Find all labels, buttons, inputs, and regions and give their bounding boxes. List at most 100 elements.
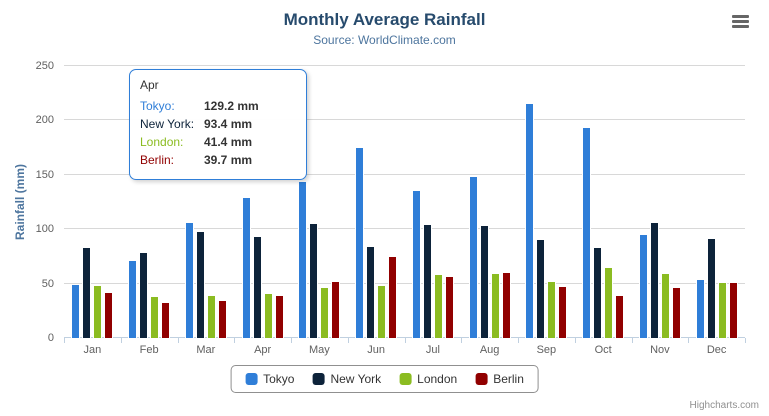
gridline: [64, 65, 745, 66]
bar-berlin-may[interactable]: [331, 280, 341, 338]
credits-link[interactable]: Highcharts.com: [689, 400, 759, 411]
tooltip-series-name: Berlin:: [140, 153, 175, 167]
legend-swatch-icon: [475, 373, 488, 385]
chart-title: Monthly Average Rainfall: [283, 10, 486, 29]
bar-berlin-nov[interactable]: [671, 287, 681, 338]
bar-group-jan: [64, 66, 121, 338]
x-axis-tick: [64, 338, 65, 343]
bar-berlin-dec[interactable]: [728, 282, 738, 338]
bar-new-york-jan[interactable]: [82, 247, 92, 338]
x-axis-label-oct: Oct: [594, 344, 612, 356]
x-axis-label-sep: Sep: [536, 344, 557, 356]
bar-tokyo-sep[interactable]: [525, 102, 535, 338]
hamburger-menu-icon: [732, 15, 749, 18]
bar-new-york-oct[interactable]: [593, 247, 603, 338]
x-axis-label-dec: Dec: [706, 344, 727, 356]
bar-new-york-aug[interactable]: [479, 224, 489, 338]
tooltip-row: Tokyo: 129.2 mm: [140, 99, 296, 113]
bar-new-york-mar[interactable]: [195, 230, 205, 338]
bar-london-jun[interactable]: [377, 285, 387, 338]
x-axis-tick: [688, 338, 690, 343]
x-axis-label-feb: Feb: [139, 344, 159, 356]
bar-tokyo-apr[interactable]: [241, 197, 251, 338]
bar-new-york-dec[interactable]: [706, 237, 716, 338]
legend-item-tokyo[interactable]: Tokyo: [245, 372, 294, 386]
tooltip-series-value: 39.7 mm: [204, 153, 253, 167]
bar-berlin-aug[interactable]: [501, 272, 511, 338]
bar-new-york-may[interactable]: [309, 222, 319, 338]
x-axis-label-jul: Jul: [425, 344, 440, 356]
bar-berlin-jul[interactable]: [444, 275, 454, 338]
bar-group-dec: [688, 66, 745, 338]
x-axis-labels: Jan Feb Mar Apr May Jun Jul Aug Sep Oct Nov Dec: [64, 344, 745, 356]
bar-berlin-sep[interactable]: [558, 286, 568, 338]
bar-tokyo-jan[interactable]: [71, 283, 81, 338]
bar-london-sep[interactable]: [547, 281, 557, 338]
bar-tokyo-nov[interactable]: [638, 234, 648, 338]
x-axis-tick: [745, 338, 746, 343]
bar-tokyo-oct[interactable]: [582, 126, 592, 338]
bar-tokyo-jul[interactable]: [411, 190, 421, 338]
bar-berlin-mar[interactable]: [217, 300, 227, 338]
x-axis-tick: [177, 338, 179, 343]
bar-london-aug[interactable]: [490, 273, 500, 338]
tooltip-row: New York: 93.4 mm: [140, 117, 296, 131]
y-axis-tick-label: 0: [47, 332, 54, 344]
x-axis-label-jan: Jan: [83, 344, 102, 356]
bar-new-york-jun[interactable]: [366, 246, 376, 338]
bar-tokyo-jun[interactable]: [355, 146, 365, 338]
bar-new-york-nov[interactable]: [649, 222, 659, 338]
bar-tokyo-may[interactable]: [298, 181, 308, 338]
bar-london-mar[interactable]: [206, 295, 216, 338]
tooltip-series-name: New York:: [140, 117, 195, 131]
bar-new-york-feb[interactable]: [139, 252, 149, 338]
x-axis-label-nov: Nov: [650, 344, 670, 356]
bar-london-dec[interactable]: [717, 282, 727, 338]
bar-group-apr: [234, 66, 291, 338]
bar-london-may[interactable]: [320, 286, 330, 338]
bar-new-york-jul[interactable]: [422, 223, 432, 338]
bar-tokyo-mar[interactable]: [184, 222, 194, 338]
bar-group-jun: [348, 66, 405, 338]
legend-item-london[interactable]: London: [399, 372, 457, 386]
legend: Tokyo New York London Berlin: [230, 365, 539, 393]
bar-london-nov[interactable]: [660, 273, 670, 338]
legend-item-berlin[interactable]: Berlin: [475, 372, 524, 386]
x-axis-label-apr: Apr: [254, 344, 272, 356]
bar-berlin-jun[interactable]: [388, 255, 398, 338]
legend-label: London: [417, 372, 458, 386]
bar-london-feb[interactable]: [150, 295, 160, 338]
x-axis-label-jun: Jun: [367, 344, 385, 356]
bar-london-jan[interactable]: [93, 284, 103, 338]
export-menu-button[interactable]: [732, 15, 749, 28]
bar-berlin-jan[interactable]: [104, 291, 114, 338]
bar-new-york-apr[interactable]: [252, 236, 262, 338]
hamburger-menu-icon: [732, 20, 749, 23]
legend-swatch-icon: [399, 373, 412, 385]
y-axis-tick-label: 50: [41, 277, 54, 290]
bar-tokyo-feb[interactable]: [128, 260, 138, 338]
gridline: [64, 119, 745, 121]
bar-tokyo-dec[interactable]: [695, 278, 705, 338]
legend-item-new-york[interactable]: New York: [312, 372, 381, 386]
bar-berlin-oct[interactable]: [615, 295, 625, 338]
x-axis-tick: [120, 338, 122, 343]
bar-berlin-feb[interactable]: [161, 301, 171, 338]
tooltip-rows: Tokyo: 129.2 mm New York: 93.4 mm London: 41.…: [140, 99, 296, 167]
bar-tokyo-aug[interactable]: [468, 176, 478, 338]
bar-london-apr[interactable]: [263, 292, 273, 338]
x-axis-tick: [631, 338, 633, 343]
tooltip-series-name: Tokyo:: [140, 99, 175, 113]
tooltip-series-name: London:: [140, 135, 184, 149]
bar-london-oct[interactable]: [604, 267, 614, 338]
x-axis-label-aug: Aug: [479, 344, 500, 356]
bar-london-jul[interactable]: [433, 273, 443, 338]
bar-group-aug: [461, 66, 518, 338]
bar-berlin-apr[interactable]: [274, 294, 284, 338]
bar-new-york-sep[interactable]: [536, 238, 546, 338]
x-axis-label-mar: Mar: [196, 344, 216, 356]
tooltip-row: Berlin: 39.7 mm: [140, 153, 296, 167]
x-axis-line: [64, 337, 745, 338]
tooltip-row: London: 41.4 mm: [140, 135, 296, 149]
tooltip-series-value: 41.4 mm: [204, 135, 253, 149]
